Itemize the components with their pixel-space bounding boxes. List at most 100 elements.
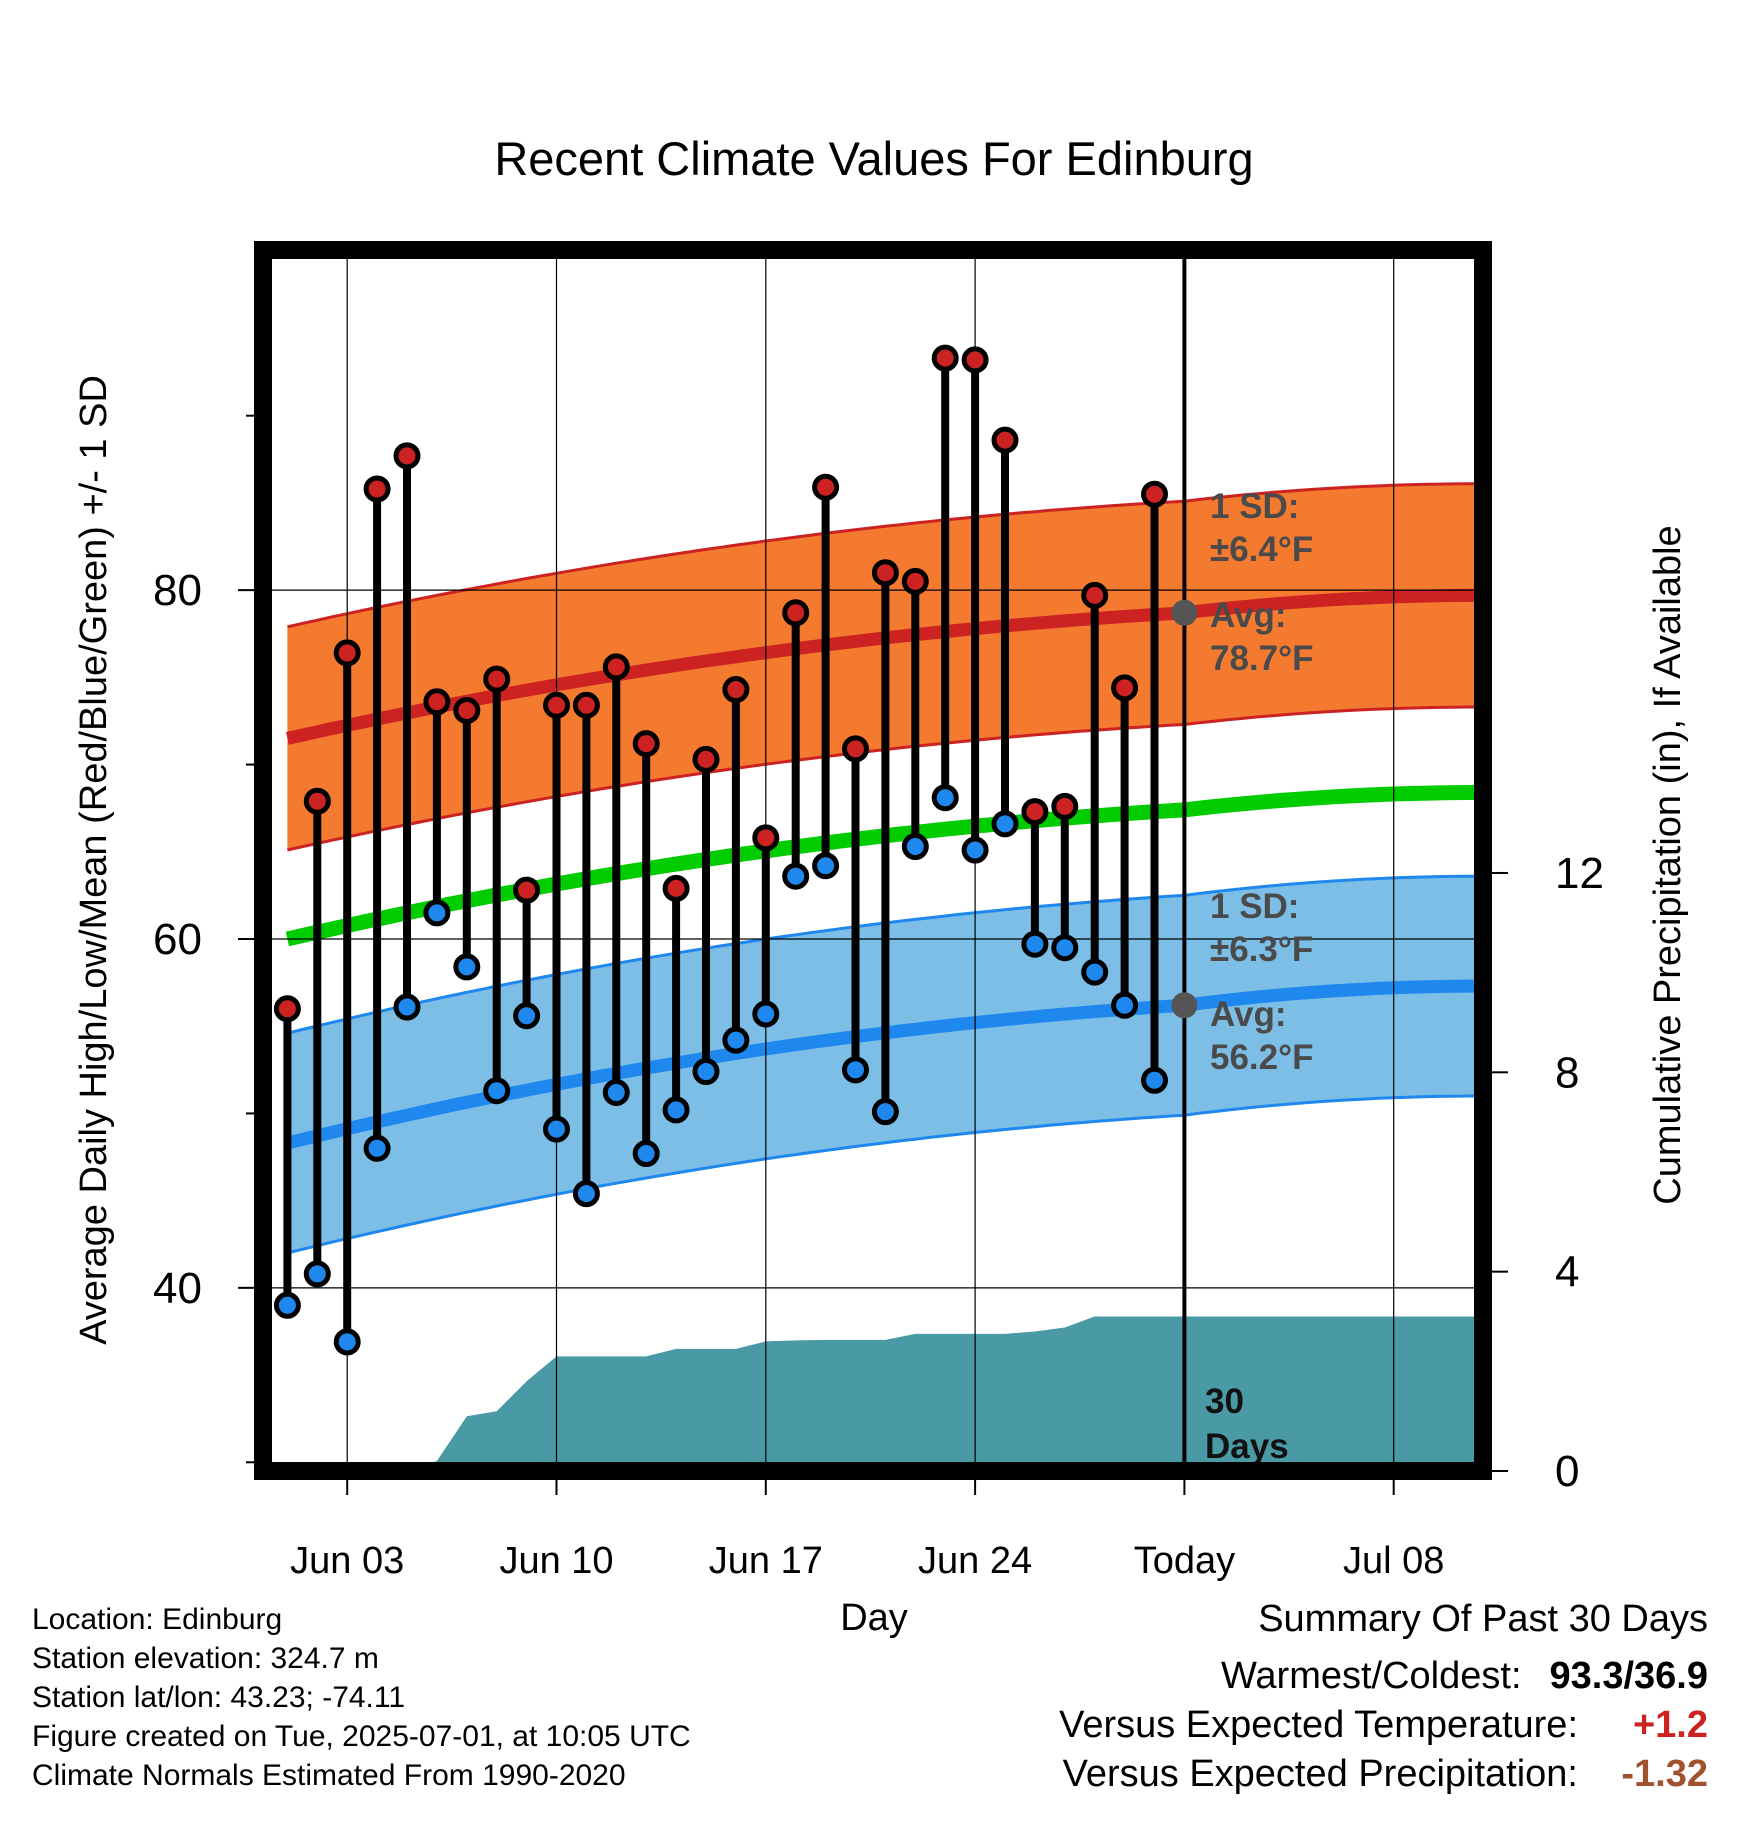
y-left-tick-label: 40: [153, 1264, 202, 1313]
daily-high-point: [901, 567, 929, 595]
daily-low-point: [812, 852, 840, 880]
daily-low-point: [572, 1180, 600, 1208]
daily-high-point: [1081, 581, 1109, 609]
daily-high-point: [782, 599, 810, 627]
daily-high-point: [453, 696, 481, 724]
plot-border: [254, 241, 1492, 1480]
x-tick-label: Jun 10: [499, 1540, 613, 1582]
daily-high-point: [752, 824, 780, 852]
precipitation-layer: [287, 1316, 1483, 1471]
daily-high-point: [812, 473, 840, 501]
axes: Jun 03 Jun 10 Jun 17 Jun 24 Today Jul 0840608…: [153, 414, 1604, 1582]
daily-range-bars: [273, 344, 1168, 1356]
daily-low-point: [333, 1328, 361, 1356]
created-text: Figure created on Tue, 2025-07-01, at 10…: [32, 1720, 691, 1753]
daily-high-point: [662, 874, 690, 902]
y-axis-right-label: Cumulative Precipitation (in), If Availa…: [1647, 525, 1689, 1204]
daily-low-point: [991, 810, 1019, 838]
daily-low-point: [662, 1096, 690, 1124]
today-high-avg-marker: [1171, 599, 1198, 626]
window-days-annotation: 30 Days: [1205, 1382, 1289, 1466]
y-right-tick-label: 8: [1555, 1048, 1579, 1097]
daily-high-point: [543, 691, 570, 719]
y-right-tick-label: 4: [1555, 1248, 1579, 1297]
daily-low-point: [1081, 958, 1109, 986]
y-right-tick-label: 12: [1555, 849, 1604, 898]
daily-low-point: [961, 836, 989, 864]
daily-low-point: [692, 1058, 720, 1086]
precip-anomaly-value: -1.32: [1621, 1753, 1708, 1795]
grid-lines: [263, 250, 1483, 1471]
elevation-text: Station elevation: 324.7 m: [32, 1642, 379, 1675]
daily-high-point: [1141, 480, 1168, 508]
daily-high-point: [632, 730, 660, 758]
daily-low-point: [453, 953, 481, 981]
station-info: Location: Edinburg Station elevation: 32…: [32, 1600, 691, 1795]
x-tick-label: Jun 17: [709, 1540, 823, 1582]
daily-high-point: [513, 876, 541, 904]
daily-low-point: [632, 1140, 660, 1168]
daily-low-point: [513, 1002, 541, 1030]
today-marker: [1171, 250, 1198, 1471]
location-text: Location: Edinburg: [32, 1603, 283, 1636]
daily-high-point: [722, 676, 750, 704]
daily-low-point: [752, 1000, 780, 1028]
daily-low-point: [543, 1115, 570, 1143]
daily-high-point: [303, 787, 331, 815]
daily-high-point: [1021, 798, 1049, 826]
x-axis-label: Day: [840, 1597, 908, 1639]
warm-cold-label: Warmest/Coldest:: [1220, 1655, 1522, 1697]
y-right-tick-label: 0: [1555, 1447, 1579, 1496]
daily-low-point: [722, 1026, 750, 1054]
daily-high-point: [1111, 674, 1139, 702]
daily-high-point: [842, 735, 869, 763]
daily-low-point: [931, 784, 959, 812]
today-low-avg-marker: [1171, 992, 1198, 1019]
x-tick-label: Jul 08: [1343, 1540, 1444, 1582]
daily-low-point: [1111, 991, 1139, 1019]
high-avg-annotation: Avg: 78.7°F: [1210, 596, 1314, 678]
daily-high-point: [692, 745, 720, 773]
daily-low-point: [1141, 1066, 1168, 1094]
daily-high-point: [572, 691, 600, 719]
x-tick-label: Today: [1134, 1540, 1235, 1582]
low-sd-annotation: 1 SD: ±6.3°F: [1210, 887, 1313, 969]
daily-low-point: [842, 1056, 869, 1084]
daily-high-point: [423, 688, 451, 716]
precip-anomaly-label: Versus Expected Precipitation:: [1062, 1753, 1578, 1795]
temp-anomaly-label: Versus Expected Temperature:: [1059, 1704, 1578, 1746]
daily-high-point: [393, 442, 421, 470]
high-band-upper-edge: [287, 482, 1483, 629]
daily-low-point: [273, 1291, 301, 1319]
daily-high-point: [333, 639, 361, 667]
cumulative-precip-area: [287, 1316, 1483, 1471]
warm-cold-value: 93.3/36.9: [1549, 1655, 1708, 1697]
daily-low-point: [363, 1134, 391, 1162]
temp-anomaly-value: +1.2: [1632, 1704, 1708, 1746]
daily-high-point: [991, 426, 1019, 454]
high-sd-annotation: 1 SD: ±6.4°F: [1210, 487, 1313, 569]
daily-low-point: [1021, 930, 1049, 958]
daily-low-point: [871, 1098, 899, 1126]
daily-low-point: [423, 899, 451, 927]
daily-high-point: [273, 995, 301, 1023]
chart-title: Recent Climate Values For Edinburg: [494, 132, 1253, 185]
x-tick-label: Jun 03: [290, 1540, 404, 1582]
daily-high-point: [483, 665, 511, 693]
daily-low-point: [393, 993, 421, 1021]
daily-high-point: [602, 653, 630, 681]
daily-high-point: [1051, 792, 1079, 820]
summary-title: Summary Of Past 30 Days: [1258, 1598, 1708, 1640]
daily-low-point: [782, 862, 810, 890]
y-axis-left-label: Average Daily High/Low/Mean (Red/Blue/Gr…: [73, 375, 115, 1345]
x-tick-label: Jun 24: [918, 1540, 1032, 1582]
daily-high-point: [363, 475, 391, 503]
plot-frame: [254, 241, 1492, 1480]
daily-high-point: [931, 344, 959, 372]
annotations: 1 SD: ±6.4°F Avg: 78.7°F 1 SD: ±6.3°F Avg: 56.2…: [1205, 487, 1314, 1466]
daily-low-point: [602, 1078, 630, 1106]
daily-low-point: [901, 833, 929, 861]
daily-high-point: [961, 346, 989, 374]
y-left-tick-label: 60: [153, 915, 202, 964]
